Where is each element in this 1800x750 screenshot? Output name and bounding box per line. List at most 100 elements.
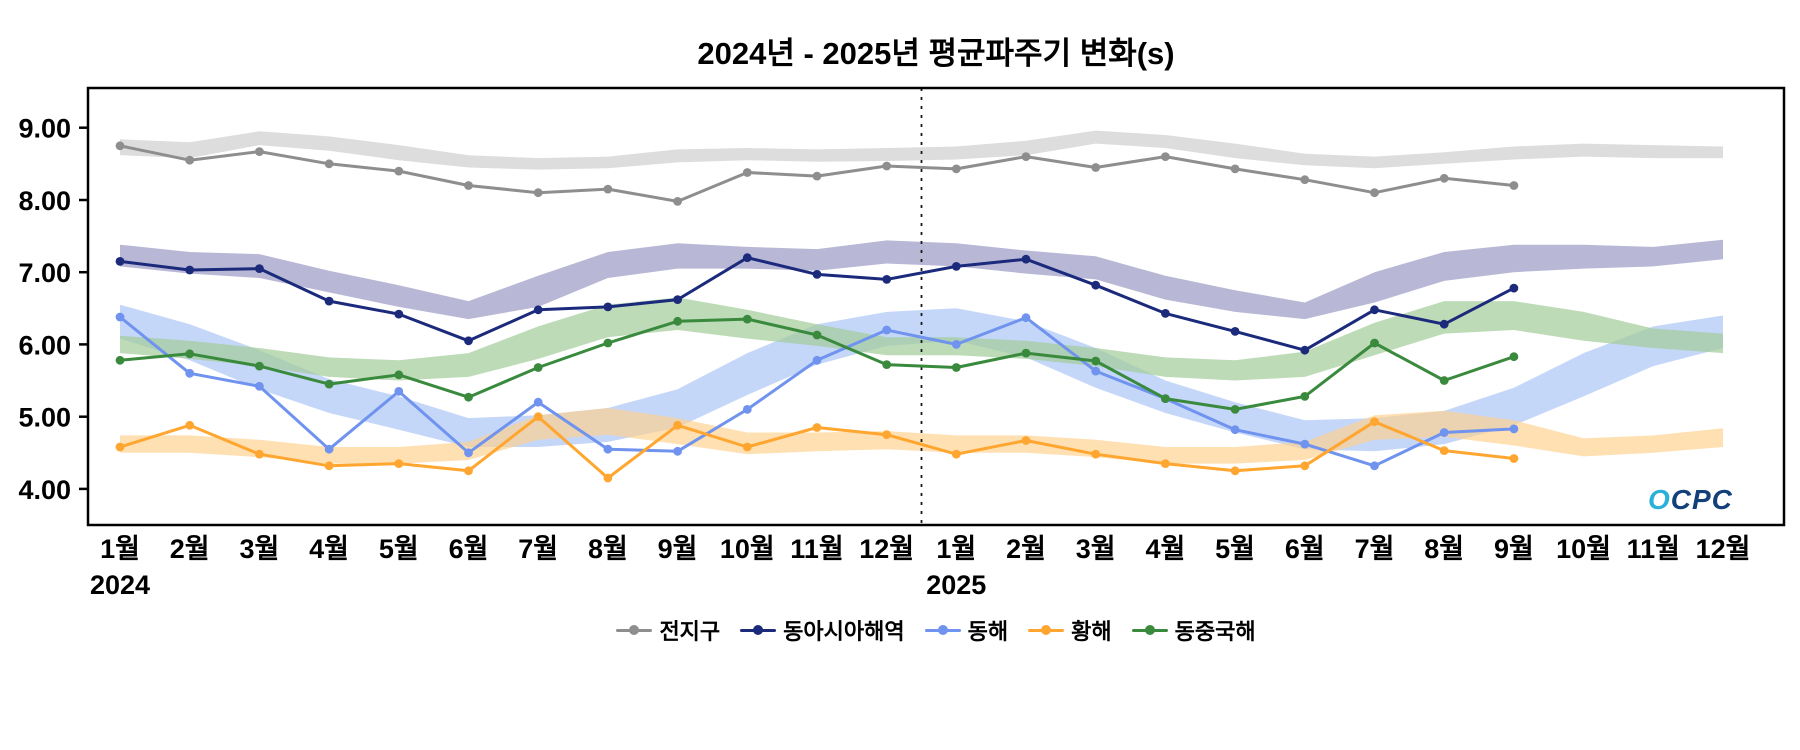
point-east-china-sea	[255, 361, 264, 371]
point-east-china-sea	[464, 392, 473, 402]
point-global	[742, 168, 752, 177]
x-tick-label: 10월	[720, 534, 775, 564]
point-east-sea	[533, 397, 543, 407]
point-yellow-sea	[464, 466, 473, 476]
point-yellow-sea	[324, 461, 334, 471]
x-tick-label: 8월	[1424, 534, 1464, 564]
legend-item-global: 전지구	[616, 614, 720, 646]
point-global	[673, 197, 682, 206]
point-yellow-sea	[185, 420, 195, 430]
point-global	[115, 141, 125, 151]
point-east-china-sea	[812, 330, 822, 340]
point-east-asia	[1021, 254, 1031, 264]
point-east-china-sea	[1021, 348, 1031, 358]
legend-marker-global	[616, 624, 653, 636]
point-global	[1300, 175, 1310, 185]
point-east-asia	[1509, 283, 1519, 293]
legend-marker-east-china-sea	[1131, 624, 1168, 636]
x-tick-label: 5월	[1215, 534, 1255, 564]
point-east-asia	[1091, 280, 1101, 290]
point-east-china-sea	[1370, 338, 1379, 348]
x-tick-label: 9월	[658, 534, 698, 564]
x-tick-label: 2월	[1006, 534, 1046, 564]
point-east-sea	[394, 387, 404, 396]
point-global	[951, 164, 961, 174]
point-global	[324, 159, 334, 169]
point-east-china-sea	[603, 338, 613, 348]
ocpc-logo: OCPC	[1648, 484, 1733, 516]
point-east-asia	[951, 262, 961, 271]
band-global	[120, 130, 1723, 170]
point-yellow-sea	[1300, 461, 1310, 471]
point-east-sea	[185, 368, 195, 378]
legend-marker-east-sea	[924, 624, 961, 636]
point-east-china-sea	[533, 363, 543, 372]
point-global	[1439, 173, 1449, 183]
point-east-asia	[1300, 345, 1310, 355]
point-east-asia	[1439, 319, 1449, 329]
point-global	[812, 171, 822, 181]
point-yellow-sea	[603, 473, 613, 483]
point-east-china-sea	[1439, 376, 1449, 385]
y-tick-label: 8.00	[18, 186, 71, 216]
point-east-china-sea	[1300, 392, 1310, 401]
legend-item-yellow-sea: 황해	[1028, 614, 1112, 646]
point-east-china-sea	[1161, 394, 1170, 403]
point-east-china-sea	[951, 363, 961, 372]
x-tick-label: 11월	[790, 534, 843, 564]
year-label: 2024	[90, 570, 150, 600]
x-tick-label: 8월	[588, 534, 628, 564]
point-east-china-sea	[742, 314, 752, 324]
point-yellow-sea	[533, 412, 543, 422]
point-global	[255, 147, 264, 157]
x-tick-label: 2월	[170, 534, 210, 564]
point-east-sea	[882, 325, 892, 335]
point-east-sea	[742, 405, 752, 414]
ocpc-logo-o: O	[1648, 484, 1671, 515]
point-east-asia	[812, 270, 822, 279]
chart-plot-area: 4.00 5.00 6.00 7.00 8.00 9.00 1월 2월 3월 4월 5월 6월 7월 8월…	[18, 86, 1786, 600]
point-yellow-sea	[1091, 449, 1101, 459]
legend-label-global: 전지구	[659, 619, 721, 644]
y-tick-label: 5.00	[18, 403, 71, 433]
point-global	[1230, 164, 1240, 174]
legend-label-yellow-sea: 황해	[1071, 619, 1112, 644]
point-global	[464, 181, 473, 190]
point-east-asia	[464, 336, 473, 346]
point-east-sea	[812, 355, 822, 365]
point-yellow-sea	[882, 430, 892, 440]
band-east-china-sea	[120, 297, 1723, 381]
point-east-china-sea	[1230, 405, 1240, 414]
year-label: 2025	[926, 570, 986, 600]
x-tick-label: 5월	[379, 534, 419, 564]
point-yellow-sea	[951, 449, 961, 459]
point-yellow-sea	[255, 449, 264, 459]
point-global	[882, 161, 892, 171]
point-yellow-sea	[1370, 417, 1379, 427]
point-east-asia	[185, 265, 195, 275]
point-east-asia	[742, 253, 752, 263]
point-global	[1161, 152, 1170, 162]
point-east-china-sea	[394, 370, 404, 380]
point-yellow-sea	[1161, 459, 1170, 468]
x-tick-label: 3월	[1076, 534, 1116, 564]
point-east-asia	[115, 257, 125, 266]
legend-label-east-sea: 동해	[967, 619, 1009, 644]
x-tick-label: 4월	[1145, 534, 1185, 564]
point-east-sea	[1509, 424, 1519, 434]
point-east-sea	[464, 448, 473, 458]
point-global	[1021, 152, 1031, 162]
x-tick-label: 11월	[1627, 534, 1680, 564]
ocpc-logo-cpc: CPC	[1670, 484, 1733, 515]
x-tick-label: 6월	[449, 534, 489, 564]
point-east-asia	[394, 309, 404, 319]
point-east-sea	[324, 444, 334, 454]
point-east-asia	[603, 302, 613, 312]
point-east-sea	[603, 444, 613, 454]
point-yellow-sea	[812, 423, 822, 432]
point-global	[1370, 188, 1379, 198]
point-yellow-sea	[394, 459, 404, 468]
plot-border	[86, 86, 1786, 527]
point-east-sea	[1370, 461, 1379, 471]
